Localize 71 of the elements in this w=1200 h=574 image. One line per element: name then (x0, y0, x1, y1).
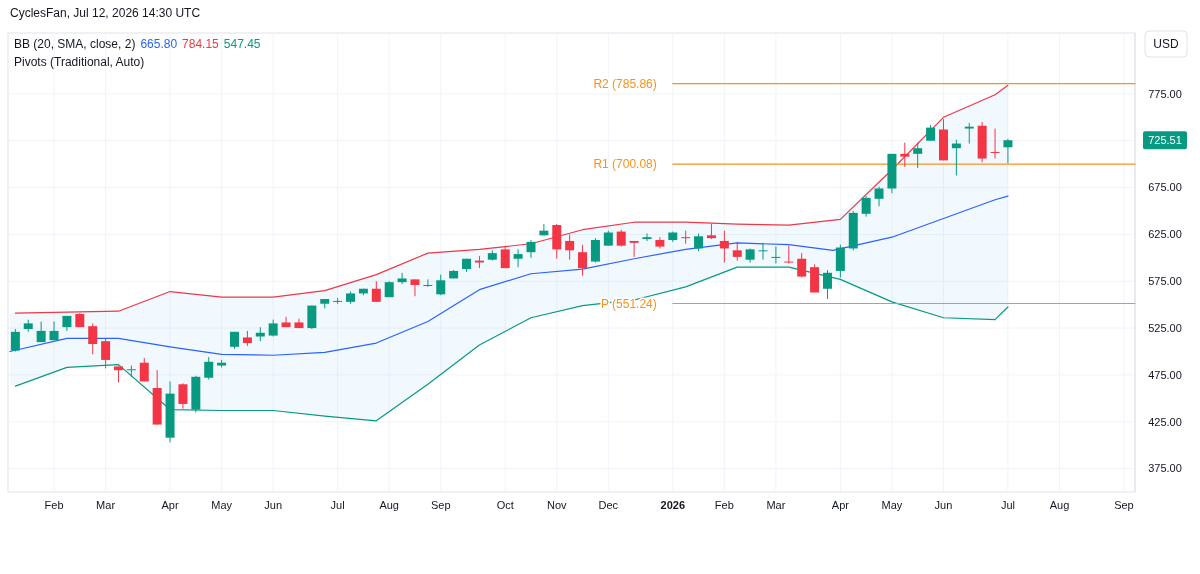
x-tick-label: Jul (330, 499, 345, 511)
candlestick (990, 128, 1000, 160)
candlestick (565, 233, 575, 261)
candlestick (410, 278, 420, 297)
candlestick (681, 230, 691, 245)
candlestick (88, 322, 98, 355)
candlestick (719, 230, 729, 263)
x-tick-label: Jun (934, 499, 953, 511)
candlestick (797, 252, 807, 278)
x-tick-label: May (881, 499, 903, 511)
x-tick-label: Jun (264, 499, 283, 511)
series-label: R1 (700.08) (593, 157, 657, 172)
candlestick (590, 237, 600, 263)
candlestick (101, 337, 111, 369)
candlestick (281, 316, 291, 328)
candlestick (758, 242, 768, 261)
x-tick-label: 2026 (660, 499, 686, 511)
candlestick (397, 272, 407, 285)
annotation: 547.45 (223, 37, 261, 51)
candlestick (861, 195, 871, 218)
annotation: Pivots (Traditional, Auto) (14, 55, 145, 69)
x-tick-label: Jul (1000, 499, 1015, 511)
x-tick-label: Nov (546, 499, 568, 511)
x-tick-label: Dec (598, 499, 619, 511)
candlestick (913, 142, 923, 169)
candlestick (178, 382, 188, 410)
candlestick (1003, 138, 1013, 164)
candlestick (513, 248, 523, 268)
candlestick (629, 240, 639, 258)
candlestick (874, 186, 884, 207)
x-tick-label: Aug (1049, 499, 1070, 511)
x-tick-label: Oct (496, 499, 514, 511)
x-tick-label: Mar (96, 499, 116, 511)
text: USD (1153, 37, 1179, 52)
x-tick-label: Sep (430, 499, 451, 511)
y-tick-label: 675.00 (1148, 181, 1182, 194)
candlestick (204, 356, 214, 381)
annotation: 784.15 (182, 37, 220, 51)
candlestick (578, 244, 588, 277)
annotation: 665.80 (140, 37, 178, 51)
series-label: R2 (785.86) (593, 76, 657, 91)
candlestick (771, 246, 781, 264)
x-tick-label: Sep (1114, 499, 1134, 511)
candlestick (436, 274, 446, 296)
candlestick (835, 244, 845, 278)
x-tick-label: May (211, 499, 233, 511)
candlestick (822, 269, 832, 300)
line-series (9, 195, 1009, 356)
y-tick-label: 775.00 (1148, 87, 1182, 100)
candlestick (732, 241, 742, 262)
x-tick-label: Apr (831, 499, 850, 511)
x-tick-label: Mar (766, 499, 786, 511)
y-tick-label: 575.00 (1148, 275, 1182, 288)
candlestick (964, 122, 974, 145)
annotation: BB (20, SMA, close, 2) (14, 37, 136, 51)
x-tick-label: Feb (714, 499, 734, 511)
x-tick-label: Aug (379, 499, 399, 511)
candlestick (642, 232, 652, 242)
candlestick (371, 280, 381, 303)
y-tick-label: 625.00 (1148, 228, 1182, 241)
y-tick-label: 425.00 (1148, 415, 1182, 428)
x-tick-label: Apr (161, 499, 179, 511)
chart-title: CyclesFan, Jul 12, 2026 14:30 UTC (10, 6, 201, 20)
candlestick (126, 365, 136, 378)
y-tick-label: 375.00 (1148, 462, 1182, 475)
candlestick (900, 142, 910, 168)
x-tick-label: Feb (44, 499, 64, 511)
candlestick (423, 278, 433, 288)
y-tick-label: 525.00 (1148, 321, 1182, 334)
text: 725.51 (1148, 134, 1182, 147)
y-tick-label: 475.00 (1148, 368, 1182, 381)
